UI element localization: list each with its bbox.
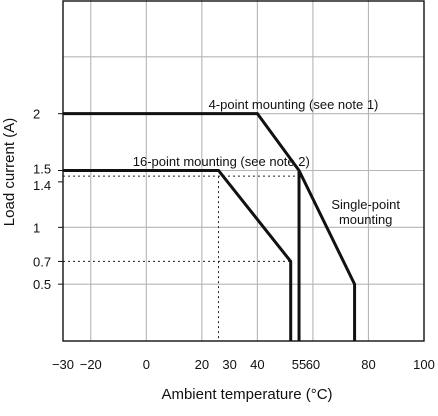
annotation-label: 4-point mounting (see note 1) bbox=[209, 97, 379, 112]
annotation-layer: 4-point mounting (see note 1) 16-point mo… bbox=[133, 97, 401, 227]
y-tick-label: 1.4 bbox=[33, 178, 51, 193]
annotation-label: 16-point mounting (see note 2) bbox=[133, 154, 310, 169]
x-tick-label: 20 bbox=[195, 357, 209, 372]
x-tick-label: 0 bbox=[143, 357, 150, 372]
x-tick-label: 40 bbox=[250, 357, 264, 372]
x-axis-title: Ambient temperature (°C) bbox=[161, 386, 332, 403]
grid-layer bbox=[63, 0, 424, 341]
x-tick-label: 55 bbox=[292, 357, 306, 372]
series-line-2 bbox=[63, 169, 293, 341]
series-line-3 bbox=[297, 169, 357, 341]
x-tick-label: 100 bbox=[413, 357, 435, 372]
series-line-1 bbox=[63, 112, 301, 172]
tick-layer: −30 −20 0 20 30 40 55 60 80 100 0.5 0.7 1 1.41.5 2 bbox=[33, 107, 435, 372]
y-tick-label: 0.5 bbox=[33, 277, 51, 292]
x-tick-label: 60 bbox=[306, 357, 320, 372]
y-tick-label: 1 bbox=[33, 220, 40, 235]
reference-lines-layer bbox=[63, 175, 300, 341]
y-tick-label: 2 bbox=[33, 107, 40, 122]
x-tick-label: −20 bbox=[80, 357, 102, 372]
x-tick-label: 80 bbox=[361, 357, 375, 372]
y-axis-title: Load current (A) bbox=[1, 118, 18, 226]
annotation-label: Single-point bbox=[331, 197, 400, 212]
y-tick-label: 1.5 bbox=[33, 162, 51, 177]
annotation-label: mounting bbox=[339, 212, 392, 227]
y-tick-label: 0.7 bbox=[33, 254, 51, 269]
series-layer bbox=[63, 112, 357, 341]
x-tick-label: −30 bbox=[52, 357, 74, 372]
x-tick-label: 30 bbox=[222, 357, 236, 372]
